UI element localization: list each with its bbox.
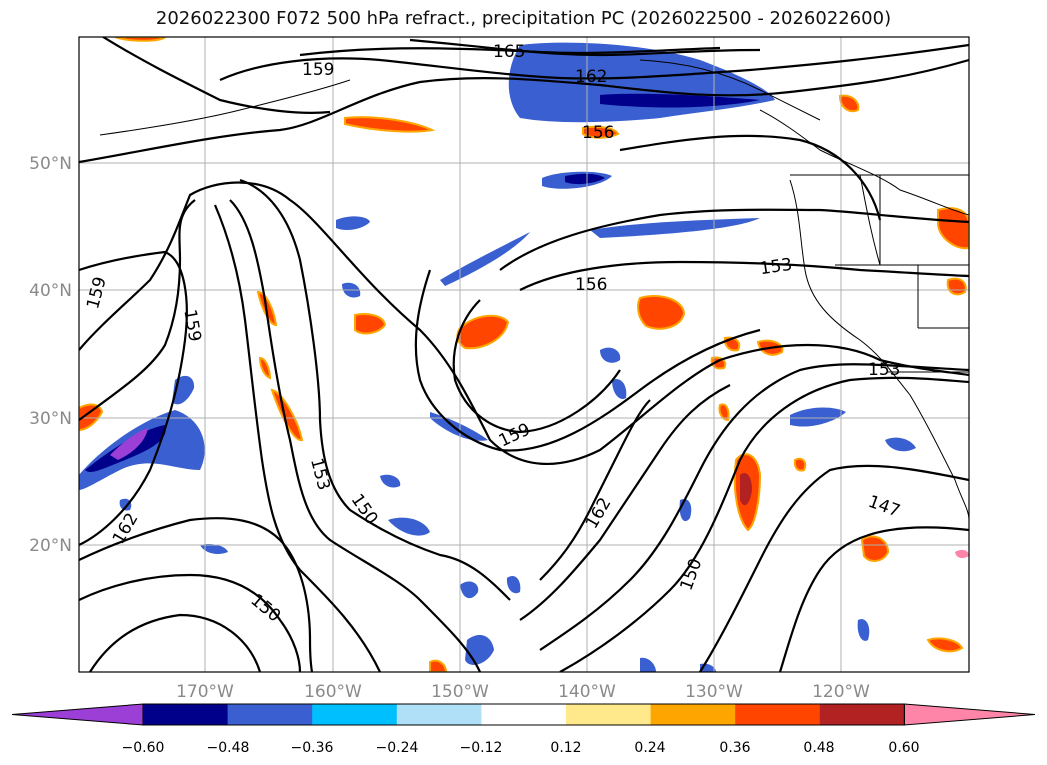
colorbar-segment	[396, 704, 482, 725]
lon-label: 160°W	[304, 682, 362, 702]
colorbar-extend-high	[903, 703, 1036, 726]
colorbar-tick-label: 0.12	[550, 740, 581, 756]
lon-label: 130°W	[685, 682, 743, 702]
height-contours	[79, 37, 969, 672]
colorbar-tick-label: 0.24	[634, 740, 665, 756]
colorbar-tick-label: 0.60	[888, 740, 919, 756]
lat-label: 50°N	[29, 154, 72, 174]
colorbar: −0.60 −0.48 −0.36 −0.24 −0.12 0.12 0.24 …	[11, 703, 1036, 756]
colorbar-tick-label: 0.48	[803, 740, 834, 756]
lon-label: 150°W	[431, 682, 489, 702]
lon-label: 120°W	[812, 682, 870, 702]
colorbar-segment	[481, 704, 567, 725]
colorbar-tick-label: −0.24	[376, 740, 419, 756]
lon-label: 170°W	[176, 682, 234, 702]
colorbar-segment	[566, 704, 652, 725]
coastlines	[99, 59, 969, 521]
lat-label: 40°N	[29, 281, 72, 301]
contour-label: 153	[759, 255, 794, 279]
colorbar-segment	[143, 704, 229, 725]
colorbar-tick-label: 0.36	[719, 740, 750, 756]
colorbar-segment	[819, 704, 905, 725]
colorbar-segments	[11, 703, 1036, 726]
colorbar-extend-low	[11, 703, 144, 726]
contour-label: 153	[868, 360, 900, 380]
lon-label: 140°W	[558, 682, 616, 702]
colorbar-segment	[735, 704, 821, 725]
colorbar-segment	[227, 704, 313, 725]
contour-label: 165	[493, 42, 525, 62]
graticule	[79, 37, 969, 672]
colorbar-outline	[142, 703, 905, 726]
map-background	[79, 37, 969, 672]
latitude-labels: 50°N 40°N 30°N 20°N	[29, 154, 72, 556]
colorbar-tick-label: −0.36	[291, 740, 334, 756]
lat-label: 30°N	[29, 409, 72, 429]
contour-label: 156	[575, 275, 607, 295]
contour-label: 162	[575, 67, 607, 87]
colorbar-tick-label: −0.48	[207, 740, 250, 756]
colorbar-segment	[650, 704, 736, 725]
lat-label: 20°N	[29, 536, 72, 556]
colorbar-tick-label: −0.60	[122, 740, 165, 756]
map-frame	[78, 36, 970, 673]
contour-label: 159	[302, 60, 334, 80]
colorbar-tick-label: −0.12	[460, 740, 503, 756]
longitude-labels: 170°W 160°W 150°W 140°W 130°W 120°W	[176, 682, 870, 702]
contour-label: 156	[582, 123, 614, 143]
colorbar-ticks: −0.60 −0.48 −0.36 −0.24 −0.12 0.12 0.24 …	[122, 740, 920, 756]
map-title: 2026022300 F072 500 hPa refract., precip…	[155, 8, 892, 29]
colorbar-segment	[312, 704, 398, 725]
